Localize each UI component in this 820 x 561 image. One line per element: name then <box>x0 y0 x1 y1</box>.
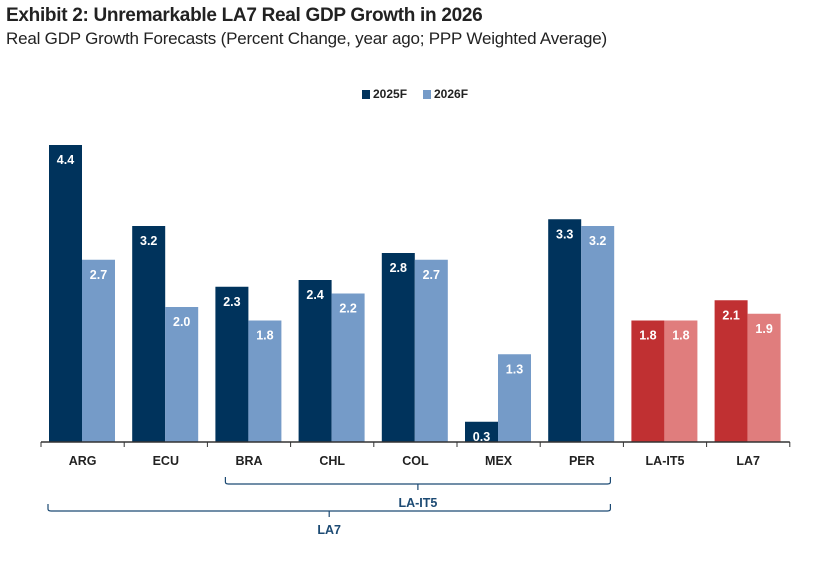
x-tick-label-LA7: LA7 <box>736 454 760 468</box>
legend-swatch-2026F <box>423 90 431 99</box>
data-label-BRA-2026F: 1.8 <box>256 329 273 343</box>
bar-BRA-2025F <box>215 286 249 442</box>
data-label-ARG-2026F: 2.7 <box>90 268 107 282</box>
bracket-LA7 <box>47 504 611 517</box>
bar-PER-2025F <box>548 219 582 442</box>
data-label-LA-IT5-2026F: 1.8 <box>672 329 689 343</box>
bar-ECU-2025F <box>132 226 166 442</box>
legend-label-2026F: 2026F <box>434 87 468 101</box>
data-label-PER-2025F: 3.3 <box>556 227 573 241</box>
bar-ECU-2026F <box>165 307 199 442</box>
data-label-ECU-2025F: 3.2 <box>140 234 157 248</box>
bar-LA7-2026F <box>747 313 781 442</box>
bar-PER-2026F <box>581 226 615 442</box>
bar-MEX-2026F <box>498 354 531 442</box>
bar-CHL-2025F <box>298 280 332 442</box>
chart-subtitle: Real GDP Growth Forecasts (Percent Chang… <box>6 29 607 48</box>
chart-title: Exhibit 2: Unremarkable LA7 Real GDP Gro… <box>6 5 483 26</box>
bar-ARG-2026F <box>82 259 115 442</box>
data-label-MEX-2025F: 0.3 <box>473 430 490 444</box>
x-tick-label-MEX: MEX <box>485 454 513 468</box>
x-tick-label-CHL: CHL <box>319 454 345 468</box>
bar-LA-IT5-2026F <box>664 320 698 442</box>
bar-ARG-2025F <box>49 145 82 442</box>
x-tick-label-COL: COL <box>402 454 429 468</box>
data-label-MEX-2026F: 1.3 <box>506 362 523 376</box>
x-tick-label-PER: PER <box>569 454 595 468</box>
data-label-LA7-2026F: 1.9 <box>755 322 772 336</box>
bar-COL-2026F <box>414 259 448 442</box>
bar-LA7-2025F <box>714 300 748 442</box>
x-tick-label-ARG: ARG <box>69 454 97 468</box>
bar-CHL-2026F <box>331 293 365 442</box>
data-label-BRA-2025F: 2.3 <box>223 295 240 309</box>
legend-swatch-2025F <box>362 90 370 99</box>
x-tick-label-LA-IT5: LA-IT5 <box>646 454 685 468</box>
data-label-PER-2026F: 3.2 <box>589 234 606 248</box>
data-label-CHL-2026F: 2.2 <box>339 302 356 316</box>
bar-MEX-2025F <box>465 421 498 442</box>
data-label-COL-2025F: 2.8 <box>390 261 407 275</box>
data-label-LA-IT5-2025F: 1.8 <box>639 329 656 343</box>
data-label-ECU-2026F: 2.0 <box>173 315 190 329</box>
x-tick-label-BRA: BRA <box>235 454 262 468</box>
legend-label-2025F: 2025F <box>373 87 407 101</box>
bar-BRA-2026F <box>248 320 282 442</box>
data-label-CHL-2025F: 2.4 <box>306 288 323 302</box>
bracket-label-LA7: LA7 <box>317 523 341 537</box>
data-label-COL-2026F: 2.7 <box>423 268 440 282</box>
data-label-ARG-2025F: 4.4 <box>57 153 74 167</box>
data-label-LA7-2025F: 2.1 <box>722 308 739 322</box>
bracket-label-LA-IT5: LA-IT5 <box>398 496 437 510</box>
x-tick-label-ECU: ECU <box>153 454 179 468</box>
bracket-LA-IT5 <box>224 477 611 490</box>
bar-COL-2025F <box>381 253 415 442</box>
bar-LA-IT5-2025F <box>631 320 665 442</box>
